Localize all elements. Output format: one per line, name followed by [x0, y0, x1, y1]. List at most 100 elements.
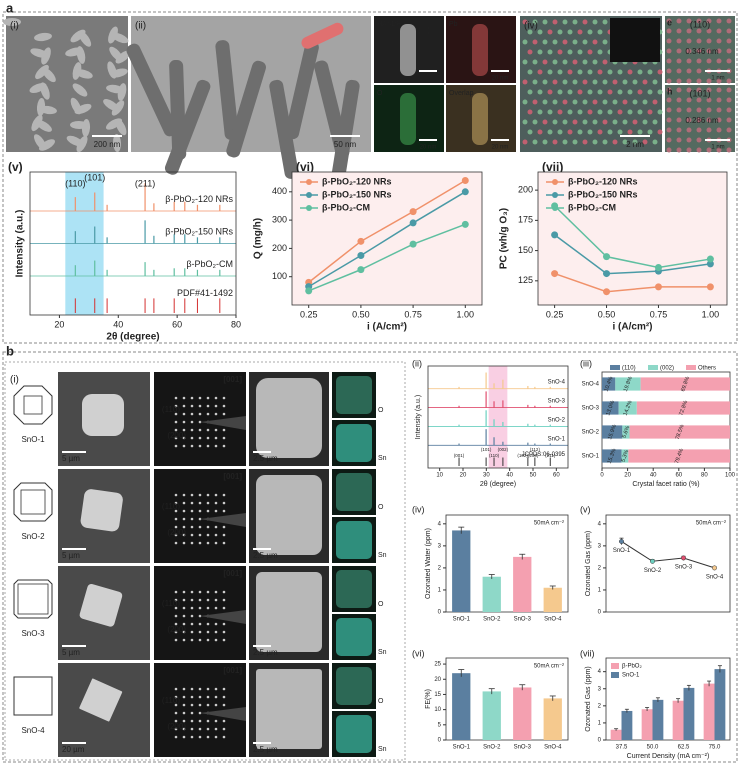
atom — [547, 29, 553, 35]
atom — [572, 79, 578, 85]
bar-segment — [622, 425, 630, 439]
label: 5 µm — [62, 454, 80, 463]
atom — [696, 68, 702, 74]
atom — [706, 127, 712, 133]
diffraction-spot — [214, 727, 218, 731]
facet-schematic — [13, 579, 53, 619]
atom — [522, 59, 528, 65]
diffraction-spot — [198, 719, 202, 723]
x-tick-label: 10 — [436, 473, 443, 479]
atom — [652, 139, 658, 145]
x-axis-label: 2θ (degree) — [106, 332, 159, 343]
atom — [676, 28, 682, 34]
atom — [696, 97, 702, 103]
value-label: 5.3% — [620, 449, 630, 463]
atom — [592, 19, 598, 25]
particle — [72, 62, 82, 80]
diffraction-spot — [206, 687, 210, 691]
atom — [572, 59, 578, 65]
eds-signal — [336, 715, 372, 753]
data-point — [706, 283, 714, 291]
eds-signal — [336, 376, 372, 414]
diffraction-spot — [206, 638, 210, 642]
x-tick-label: SnO-1 — [453, 745, 471, 751]
diffraction-spot — [190, 590, 194, 594]
panel-label: (iii) — [580, 358, 592, 368]
data-point — [603, 288, 611, 296]
atom — [696, 48, 702, 54]
atom — [572, 119, 578, 125]
label: 50 nm — [334, 140, 357, 149]
legend-label: β-PbO₂-120 NRs — [568, 176, 638, 186]
atom — [597, 129, 603, 135]
bar — [482, 691, 501, 740]
bar — [482, 576, 501, 612]
y-tick-label: 0 — [598, 610, 602, 616]
x-tick-label: 1.00 — [702, 309, 720, 319]
atom — [607, 69, 613, 75]
diffraction-spot — [222, 606, 226, 610]
rod — [285, 40, 319, 140]
atom — [726, 18, 732, 24]
atom — [557, 49, 563, 55]
particle — [66, 135, 84, 147]
diffraction-spot — [222, 598, 226, 602]
label: HAADF — [377, 21, 401, 28]
atom — [686, 78, 692, 84]
atom — [587, 129, 593, 135]
diffraction-spot — [198, 703, 202, 707]
atom — [676, 18, 682, 24]
peak-label: (001) — [454, 453, 465, 458]
diffraction-spot — [190, 711, 194, 715]
atom — [716, 107, 722, 113]
peak-label: (211) — [545, 453, 556, 458]
label: (110) — [162, 696, 180, 705]
x-tick-label: 60 — [172, 319, 182, 329]
data-point — [706, 255, 714, 263]
x-tick-label: 37.5 — [616, 745, 628, 751]
bar — [683, 687, 695, 740]
label: 1 nm — [711, 145, 724, 151]
data-point — [461, 188, 469, 196]
legend-swatch — [611, 672, 619, 678]
diffraction-spot — [214, 493, 218, 497]
label: O — [377, 90, 383, 97]
atom — [676, 147, 682, 153]
label: 20 nm — [420, 76, 437, 82]
atom — [557, 29, 563, 35]
y-tick-label: 25 — [434, 662, 441, 668]
diffraction-spot — [214, 436, 218, 440]
particle — [70, 29, 86, 43]
atom — [696, 78, 702, 84]
data-point — [712, 565, 717, 571]
data-point — [654, 264, 662, 272]
legend-swatch — [611, 663, 619, 669]
x-tick-label: 100 — [725, 473, 736, 479]
diffraction-spot — [182, 598, 186, 602]
label: 0.346 nm — [685, 47, 719, 56]
atom — [547, 89, 553, 95]
crystal — [82, 394, 124, 436]
diffraction-spot — [174, 606, 178, 610]
atom — [686, 107, 692, 113]
x-axis-label: Current Density (mA cm⁻²) — [627, 753, 710, 760]
y-tick-label: SnO-3 — [582, 406, 600, 412]
diffraction-spot — [182, 517, 186, 521]
atom — [602, 99, 608, 105]
panel-label: (iv) — [412, 504, 425, 514]
atom — [706, 147, 712, 153]
diffraction-spot — [190, 412, 194, 416]
value-label: 78.5% — [675, 424, 686, 441]
legend-label: Others — [698, 366, 716, 372]
point-label: SnO-1 — [613, 548, 631, 554]
atom — [652, 79, 658, 85]
atom — [696, 137, 702, 143]
bar-segment — [636, 401, 730, 415]
atom — [542, 139, 548, 145]
legend-marker — [306, 179, 312, 185]
facet-schematic — [13, 385, 53, 425]
atom — [726, 48, 732, 54]
diffraction-spot — [198, 533, 202, 537]
diffraction-spot — [198, 541, 202, 545]
atom — [602, 59, 608, 65]
